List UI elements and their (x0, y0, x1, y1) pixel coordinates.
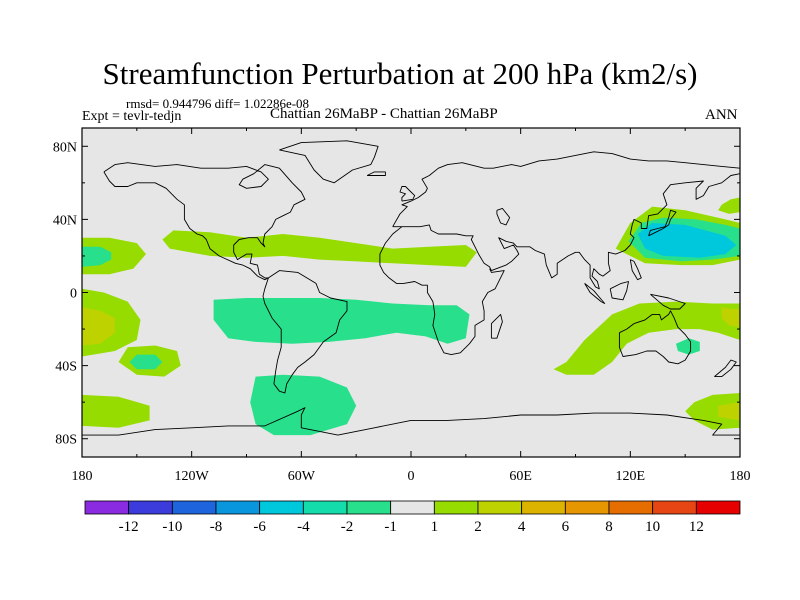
colorbar-swatch (128, 500, 173, 515)
colorbar-label: 10 (645, 519, 660, 535)
colorbar-label: -2 (341, 519, 354, 535)
c-ne-pac-green-small (718, 197, 740, 214)
colorbar: -12 -10 -8 -6 -4 -2 -1 1 2 4 6 8 10 12 (84, 500, 741, 535)
coastline-australia (618, 310, 692, 365)
axes: 180 120W 60W 0 60E 120E 180 80N 40N 0 40S 80S (53, 127, 751, 484)
colorbar-swatch (302, 500, 348, 515)
c-s-ocean-green-se (685, 393, 740, 430)
y-tick-label: 80N (53, 140, 77, 155)
c-s-atl-cyan (250, 374, 357, 436)
colorbar-swatch (521, 500, 566, 515)
y-tick-label: 40N (53, 213, 77, 228)
colorbar-label: -8 (210, 519, 223, 535)
coastlines (82, 140, 740, 436)
colorbar-swatch (84, 500, 130, 515)
map-background (82, 128, 740, 457)
colorbar-label: 8 (605, 519, 613, 535)
center-subtitle: Chattian 26MaBP - Chattian 26MaBP (270, 106, 498, 122)
colorbar-swatch (171, 500, 217, 515)
coastline-new-guinea (650, 293, 686, 310)
colorbar-swatch (390, 500, 435, 515)
x-tick-label: 0 (408, 469, 415, 484)
coastline-borneo (609, 281, 629, 301)
coastline-north-america (103, 162, 306, 281)
left-subtitle: Expt = tevlr-tedjn (82, 109, 182, 124)
colorbar-label: -4 (297, 519, 310, 535)
right-subtitle: ANN (705, 107, 738, 123)
y-tick-label: 80S (55, 433, 77, 448)
coastline-africa-west (379, 226, 505, 356)
c-s-pac-small-cyan (129, 354, 163, 370)
x-tick-label: 120E (616, 469, 646, 484)
y-tick-label: 0 (70, 287, 77, 302)
c-sw-pac-green (553, 301, 740, 375)
map-area (82, 128, 740, 457)
c-s-pac-green-low (82, 394, 150, 428)
x-tick-label: 180 (730, 469, 751, 484)
colorbar-label: -6 (253, 519, 266, 535)
coastline-eurasia-africa (392, 151, 740, 290)
coastline-new-zealand (714, 359, 737, 378)
coastline-antarctica (82, 407, 740, 436)
coastline-caspian (496, 207, 511, 226)
coastline-japan (648, 209, 677, 237)
colorbar-label: 2 (474, 519, 482, 535)
c-sw-pac-yellow (721, 307, 740, 328)
colorbar-label: -12 (119, 519, 139, 535)
x-tick-label: 60W (288, 469, 316, 484)
c-s-pac-atl-cyan (213, 298, 470, 344)
colorbar-swatch (477, 500, 523, 515)
colorbar-swatch (259, 500, 304, 515)
coastline-britain (399, 186, 416, 202)
colorbar-swatch (433, 500, 479, 515)
coastline-south-america (262, 270, 348, 394)
chart-title: Streamfunction Perturbation at 200 hPa (… (102, 56, 698, 91)
colorbar-label: 12 (689, 519, 704, 535)
colorbar-swatch (608, 500, 654, 515)
colorbar-label: 1 (431, 519, 439, 535)
x-tick-label: 120W (175, 469, 210, 484)
c-dateline-yellow-s (82, 307, 115, 346)
colorbar-swatch (564, 500, 610, 515)
coastline-greenland (279, 140, 379, 184)
y-tick-label: 40S (55, 360, 77, 375)
coastline-sumatra (584, 283, 606, 304)
x-tick-label: 180 (72, 469, 93, 484)
colorbar-label: 6 (562, 519, 570, 535)
coastline-philippines (629, 259, 642, 281)
c-nw-pac-blue (637, 223, 737, 258)
colorbar-swatch (695, 500, 741, 515)
c-dateline-cyan-n (82, 246, 112, 267)
c-s-ocean-yellow-se (718, 402, 740, 421)
colorbar-label: -10 (162, 519, 182, 535)
colorbar-swatch (346, 500, 392, 515)
stats-line: rmsd= 0.944796 diff= 1.02286e-08 (126, 96, 310, 111)
x-tick-label: 60E (509, 469, 532, 484)
contour-fills (82, 197, 740, 436)
colorbar-label: -1 (384, 519, 397, 535)
c-sw-pac-cyan-small (676, 338, 700, 355)
coastline-madagascar (490, 313, 503, 339)
coastline-iceland (366, 171, 386, 176)
colorbar-swatch (215, 500, 261, 515)
colorbar-swatch (652, 500, 697, 515)
colorbar-label: 4 (518, 519, 526, 535)
